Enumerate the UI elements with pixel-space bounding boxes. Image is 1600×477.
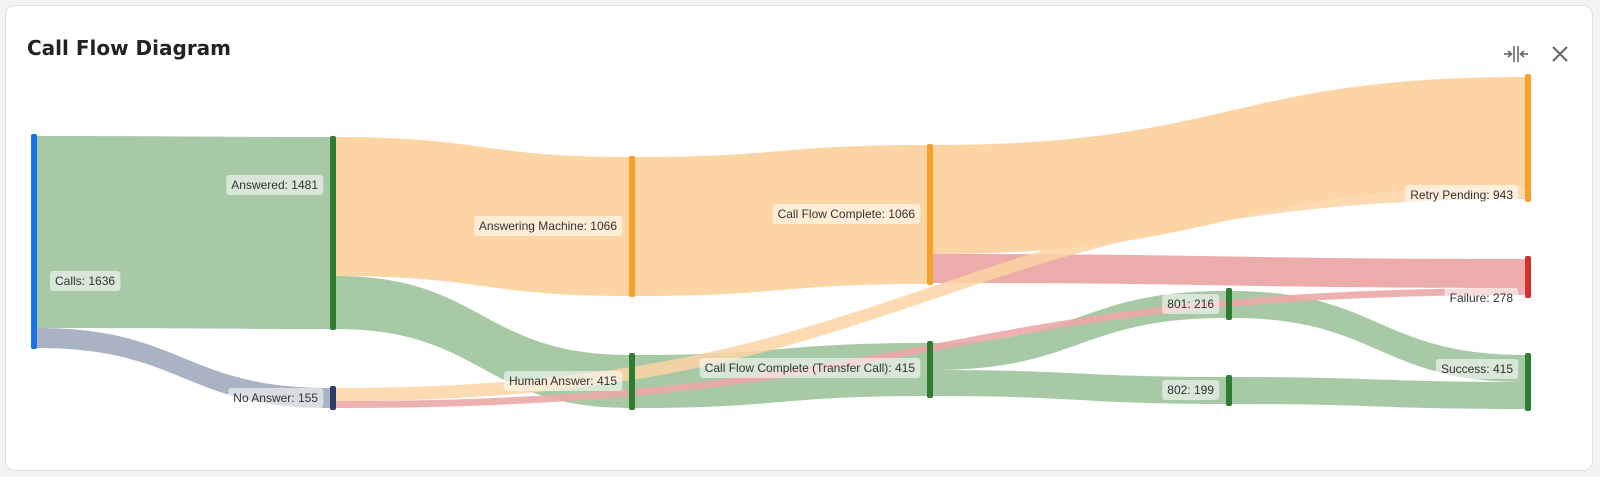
node-label-cfc-transfer: Call Flow Complete (Transfer Call): 415	[699, 358, 921, 378]
svg-text:No Answer: 155: No Answer: 155	[233, 391, 318, 405]
node-label-failure: Failure: 278	[1444, 288, 1519, 308]
link-no-answer-retry-pending[interactable]	[336, 186, 1525, 401]
node-label-n802: 802: 199	[1162, 380, 1220, 400]
node-label-n801: 801: 216	[1162, 294, 1220, 314]
close-icon[interactable]	[1546, 40, 1574, 68]
svg-text:Success: 415: Success: 415	[1441, 362, 1513, 376]
node-no-answer[interactable]	[330, 386, 336, 410]
svg-text:Human Answer: 415: Human Answer: 415	[509, 374, 617, 388]
node-calls[interactable]	[31, 134, 37, 349]
node-label-retry-pending: Retry Pending: 943	[1405, 185, 1519, 205]
node-label-cfc: Call Flow Complete: 1066	[772, 204, 921, 224]
link-cfc-transfer-802[interactable]	[933, 370, 1226, 404]
svg-text:802: 199: 802: 199	[1167, 383, 1214, 397]
link-802-success[interactable]	[1232, 377, 1525, 409]
node-label-success: Success: 415	[1435, 359, 1519, 379]
node-label-answered: Answered: 1481	[226, 175, 324, 195]
node-cfc-transfer[interactable]	[927, 341, 933, 398]
node-answering-machine[interactable]	[629, 156, 635, 297]
node-label-human-answer: Human Answer: 415	[503, 371, 623, 391]
node-label-calls: Calls: 1636	[50, 271, 121, 291]
node-n802[interactable]	[1226, 375, 1232, 406]
svg-text:Calls: 1636: Calls: 1636	[55, 274, 115, 288]
node-failure[interactable]	[1525, 256, 1531, 298]
node-cfc[interactable]	[927, 144, 933, 285]
node-n801[interactable]	[1226, 288, 1232, 320]
node-answered[interactable]	[330, 136, 336, 330]
svg-text:Answered: 1481: Answered: 1481	[231, 178, 318, 192]
node-label-no-answer: No Answer: 155	[228, 388, 324, 408]
svg-text:Failure: 278: Failure: 278	[1450, 291, 1514, 305]
node-human-answer[interactable]	[629, 353, 635, 410]
link-cfc-failure[interactable]	[933, 254, 1525, 288]
collapse-horizontal-icon[interactable]	[1502, 40, 1530, 68]
svg-text:Retry Pending: 943: Retry Pending: 943	[1410, 188, 1513, 202]
svg-text:801: 216: 801: 216	[1167, 297, 1214, 311]
link-cfc-retry-pending[interactable]	[933, 77, 1525, 254]
svg-text:Call Flow Complete (Transfer C: Call Flow Complete (Transfer Call): 415	[705, 361, 916, 375]
node-label-answering-machine: Answering Machine: 1066	[473, 216, 623, 236]
node-success[interactable]	[1525, 353, 1531, 411]
svg-text:Answering Machine: 1066: Answering Machine: 1066	[479, 219, 617, 233]
panel-title: Call Flow Diagram	[27, 36, 232, 60]
node-retry-pending[interactable]	[1525, 74, 1531, 202]
link-calls-answered[interactable]	[37, 136, 330, 329]
svg-text:Call Flow Complete: 1066: Call Flow Complete: 1066	[778, 207, 916, 221]
panel-toolbar	[1502, 40, 1574, 68]
